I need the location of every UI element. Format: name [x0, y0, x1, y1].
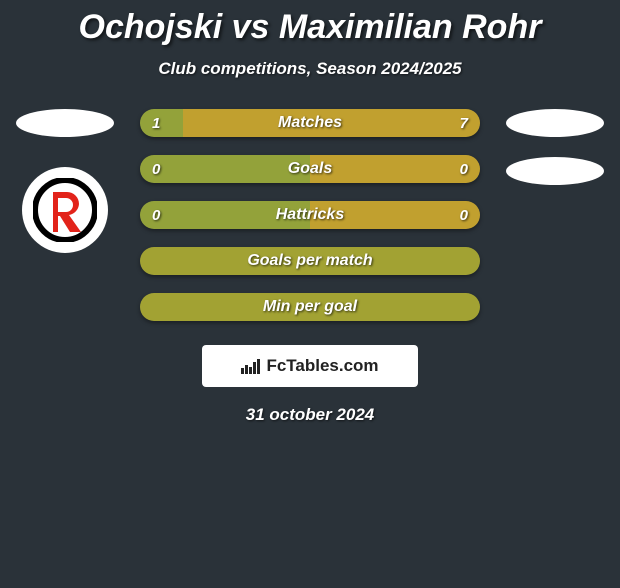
bar-chart-icon: [241, 359, 260, 374]
stat-value-right: 7: [460, 109, 468, 137]
player-left-column: [10, 109, 120, 253]
club-badge-icon: [33, 178, 97, 242]
stat-value-left: 0: [152, 155, 160, 183]
player-right-flag-placeholder: [506, 109, 604, 137]
stat-label: Min per goal: [140, 293, 480, 321]
stat-row: Hattricks0 0: [140, 201, 480, 229]
player-left-club-badge: [22, 167, 108, 253]
stat-row: Min per goal: [140, 293, 480, 321]
stat-value-left: 0: [152, 201, 160, 229]
stat-row: Goals0 0: [140, 155, 480, 183]
stat-label: Goals: [140, 155, 480, 183]
player-right-column: [500, 109, 610, 205]
footer-brand-text: FcTables.com: [266, 356, 378, 376]
stat-value-left: 1: [152, 109, 160, 137]
stat-row: Goals per match: [140, 247, 480, 275]
stat-label: Hattricks: [140, 201, 480, 229]
player-left-flag-placeholder: [16, 109, 114, 137]
stat-label: Goals per match: [140, 247, 480, 275]
page-title: Ochojski vs Maximilian Rohr: [0, 8, 620, 47]
stat-bars: Matches17Goals00Hattricks00Goals per mat…: [140, 109, 480, 321]
stat-label: Matches: [140, 109, 480, 137]
comparison-content: Matches17Goals00Hattricks00Goals per mat…: [0, 109, 620, 321]
date-text: 31 october 2024: [0, 405, 620, 425]
stat-value-right: 0: [460, 155, 468, 183]
stat-row: Matches1 7: [140, 109, 480, 137]
player-right-club-placeholder: [506, 157, 604, 185]
subtitle: Club competitions, Season 2024/2025: [0, 59, 620, 79]
stat-value-right: 0: [460, 201, 468, 229]
footer-brand: FcTables.com: [202, 345, 418, 387]
